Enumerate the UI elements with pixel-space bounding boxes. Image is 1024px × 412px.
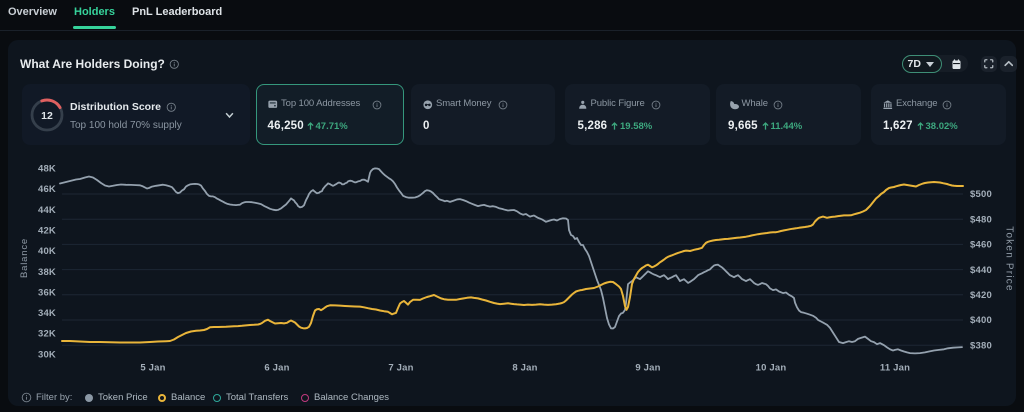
svg-text:38K: 38K: [38, 267, 56, 278]
svg-text:$380: $380: [970, 340, 992, 351]
svg-text:36K: 36K: [38, 287, 56, 298]
svg-text:7 Jan: 7 Jan: [388, 363, 413, 374]
svg-text:$460: $460: [970, 240, 992, 251]
svg-text:$480: $480: [970, 214, 992, 225]
svg-text:30K: 30K: [38, 349, 56, 360]
svg-text:32K: 32K: [38, 329, 56, 340]
svg-text:9 Jan: 9 Jan: [635, 363, 660, 374]
svg-text:8 Jan: 8 Jan: [512, 363, 537, 374]
svg-text:$400: $400: [970, 315, 992, 326]
svg-text:12: 12: [41, 110, 53, 122]
svg-text:40K: 40K: [38, 246, 56, 257]
svg-text:48K: 48K: [38, 164, 56, 175]
svg-text:Balance: Balance: [19, 238, 30, 278]
svg-text:44K: 44K: [38, 205, 56, 216]
svg-text:10 Jan: 10 Jan: [756, 363, 787, 374]
svg-text:5 Jan: 5 Jan: [140, 363, 165, 374]
svg-text:6 Jan: 6 Jan: [264, 363, 289, 374]
svg-text:34K: 34K: [38, 308, 56, 319]
svg-text:$420: $420: [970, 290, 992, 301]
svg-text:46K: 46K: [38, 184, 56, 195]
svg-text:$440: $440: [970, 265, 992, 276]
svg-text:Token Price: Token Price: [1004, 226, 1015, 291]
svg-text:11 Jan: 11 Jan: [880, 363, 910, 374]
svg-text:$500: $500: [970, 189, 992, 200]
svg-text:42K: 42K: [38, 226, 56, 237]
